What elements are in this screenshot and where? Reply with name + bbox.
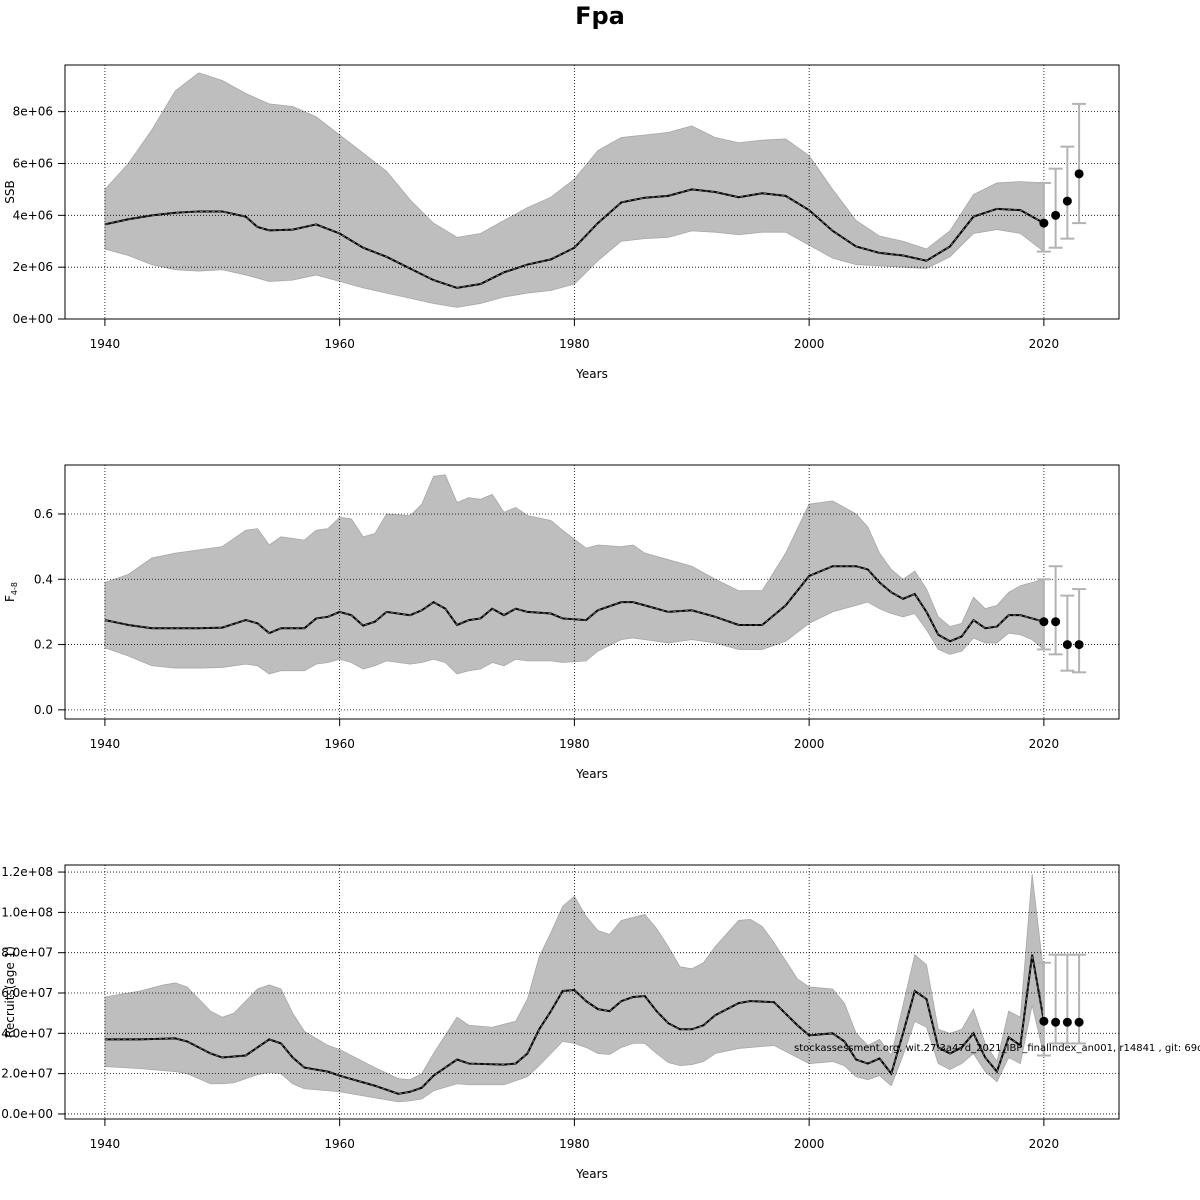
- ssb-forecast-point: [1039, 218, 1049, 228]
- recruits-forecast-point: [1039, 1016, 1049, 1026]
- f-x-tick-label: 2020: [1029, 737, 1060, 751]
- recruits-y-tick-label: 6.0e+07: [1, 986, 53, 1000]
- ssb-y-tick-label: 0e+00: [13, 312, 53, 326]
- f-plot-frame: [64, 464, 1120, 720]
- ssb-forecast-point: [1051, 210, 1061, 220]
- ssb-x-tick-label: 2000: [794, 337, 825, 351]
- ssb-x-tick-label: 1980: [559, 337, 590, 351]
- f-x-tick-label: 1960: [324, 737, 355, 751]
- ssb-x-tick-label: 1940: [90, 337, 121, 351]
- recruits-x-tick-label: 2000: [794, 1137, 825, 1151]
- panel-f: 1940 1960 1980 2000 2020 0.0 0.2 0.4 0.6 Years F4-…: [3, 464, 1120, 781]
- f-x-tick-label: 2000: [794, 737, 825, 751]
- ssb-y-tick-label: 6e+06: [13, 156, 53, 170]
- ssb-y-tick-label: 2e+06: [13, 260, 53, 274]
- recruits-confidence-band: [104, 874, 1045, 1103]
- f-x-tick-label: 1940: [90, 737, 121, 751]
- f-y-tick-label: 0.4: [34, 572, 53, 586]
- ssb-x-axis-label: Years: [575, 367, 608, 381]
- panel-recruits: 1940 1960 1980 2000 2020 0.0e+00 2.0e+07 4.0e+0…: [1, 864, 1120, 1181]
- recruits-x-axis-label: Years: [575, 1167, 608, 1181]
- recruits-y-tick-label: 1.2e+08: [1, 865, 53, 879]
- f-series-line-dash: [104, 565, 1044, 642]
- recruits-y-axis-label: Recruits(age 1): [3, 946, 17, 1038]
- page-title: Fpa: [575, 2, 625, 30]
- f-x-axis-label: Years: [575, 767, 608, 781]
- recruits-y-tick-label: 8.0e+07: [1, 946, 53, 960]
- recruits-x-tick-label: 1940: [90, 1137, 121, 1151]
- f-y-tick-label: 0.2: [34, 638, 53, 652]
- recruits-y-tick-label: 2.0e+07: [1, 1067, 53, 1081]
- f-y-tick-label: 0.0: [34, 703, 53, 717]
- ssb-x-tick-label: 2020: [1029, 337, 1060, 351]
- recruits-series-line: [104, 954, 1045, 1095]
- panel-ssb: 1940 1960 1980 2000 2020 0e+00 2e+06 4e+06 6e+06…: [3, 64, 1120, 381]
- ssb-forecast-point: [1074, 169, 1084, 179]
- f-forecast-point: [1039, 617, 1049, 627]
- f-y-axis-label-subscript: 4-8: [10, 582, 19, 595]
- recruits-x-tick-label: 1960: [324, 1137, 355, 1151]
- ssb-y-axis-label: SSB: [3, 180, 17, 203]
- recruits-plot-frame: [64, 864, 1120, 1120]
- recruits-y-tick-label: 1.0e+08: [1, 905, 53, 919]
- recruits-forecast-point: [1074, 1017, 1084, 1027]
- ssb-y-tick-label: 8e+06: [13, 105, 53, 119]
- ssb-y-tick-label: 4e+06: [13, 208, 53, 222]
- f-forecast-point: [1062, 640, 1072, 650]
- ssb-plot-frame: [64, 64, 1120, 320]
- recruits-y-tick-label: 0.0e+00: [1, 1107, 53, 1121]
- ssb-x-tick-label: 1960: [324, 337, 355, 351]
- recruits-forecast-point: [1062, 1017, 1072, 1027]
- f-x-tick-label: 1980: [559, 737, 590, 751]
- footnote-text: stockassessment.org, wit.27.3a47d_2021_I…: [794, 1043, 1200, 1054]
- ssb-series-line: [104, 188, 1045, 289]
- f-y-axis-label: F4-8: [3, 582, 19, 602]
- ssb-forecast-point: [1062, 196, 1072, 206]
- recruits-y-tick-label: 4.0e+07: [1, 1026, 53, 1040]
- recruits-x-tick-label: 2020: [1029, 1137, 1060, 1151]
- recruits-forecast-point: [1051, 1017, 1061, 1027]
- f-forecast-point: [1051, 617, 1061, 627]
- recruits-x-tick-label: 1980: [559, 1137, 590, 1151]
- f-forecast-point: [1074, 640, 1084, 650]
- f-y-tick-label: 0.6: [34, 507, 53, 521]
